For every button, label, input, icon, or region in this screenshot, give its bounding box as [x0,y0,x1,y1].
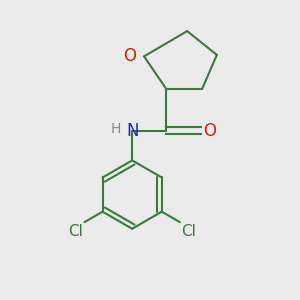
Text: Cl: Cl [181,224,196,238]
Text: H: H [110,122,121,136]
Text: Cl: Cl [68,224,83,238]
Text: O: O [124,47,136,65]
Text: O: O [203,122,216,140]
Text: N: N [127,122,139,140]
